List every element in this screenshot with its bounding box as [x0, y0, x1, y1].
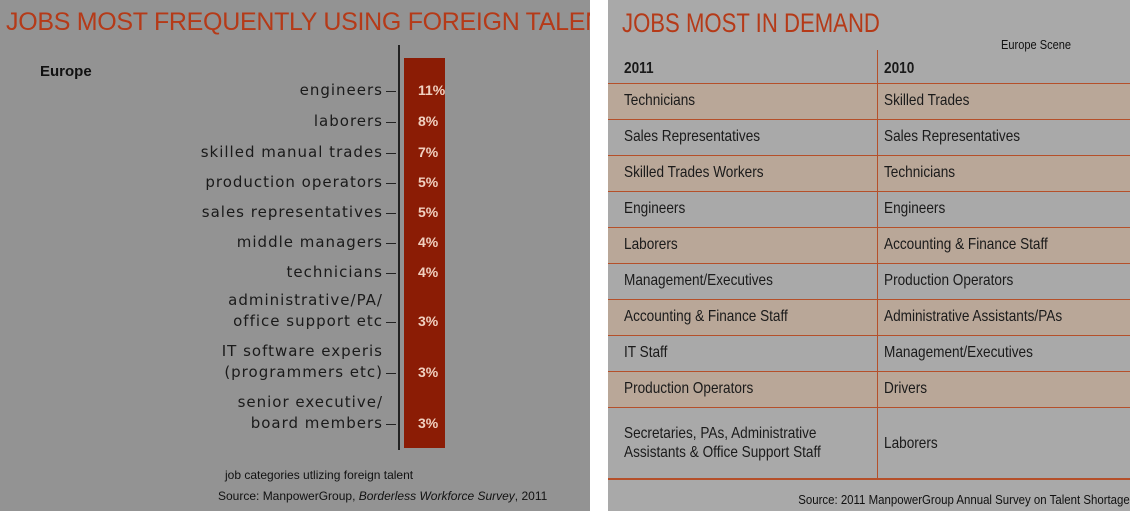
value-label: 5%: [418, 204, 439, 220]
label-dash: [386, 153, 396, 154]
panel-title: JOBS MOST FREQUENTLY USING FOREIGN TALEN…: [6, 8, 590, 36]
job-label: sales representatives: [201, 203, 383, 221]
job-label: technicians: [286, 263, 383, 281]
table-cell: IT Staff: [624, 344, 668, 361]
value-label: 4%: [418, 234, 439, 250]
table-row: [608, 84, 1130, 120]
value-column: [404, 58, 445, 448]
label-dash: [386, 373, 396, 374]
label-dash: [386, 424, 396, 425]
label-dash: [386, 213, 396, 214]
value-label: 3%: [418, 415, 439, 431]
table-cell: Administrative Assistants/PAs: [884, 308, 1063, 325]
table-row: [608, 408, 1130, 479]
source: Source: 2011 ManpowerGroup Annual Survey…: [798, 492, 1130, 507]
table-cell: Laborers: [624, 236, 678, 253]
value-label: 7%: [418, 144, 439, 160]
source-title: Borderless Workforce Survey: [358, 489, 515, 503]
table-row: [608, 156, 1130, 192]
table-row: [608, 120, 1130, 156]
table-row: [608, 300, 1130, 336]
subtitle: Europe Scene: [1001, 37, 1072, 52]
axis-line: [398, 45, 400, 450]
table-cell: Production Operators: [624, 380, 754, 397]
region: Europe: [40, 63, 92, 80]
label-dash: [386, 91, 396, 92]
table-cell: Management/Executives: [884, 344, 1033, 361]
job-label: skilled manual trades: [200, 143, 383, 161]
job-label: board members: [250, 414, 383, 432]
job-label: (programmers etc): [224, 363, 383, 381]
source-text: , 2011: [514, 489, 548, 503]
table-row: [608, 336, 1130, 372]
table-cell: Production Operators: [884, 272, 1014, 289]
table-cell: Technicians: [624, 92, 696, 109]
label-dash: [386, 243, 396, 244]
table-cell: Accounting & Finance Staff: [624, 308, 788, 325]
table-cell: Skilled Trades Workers: [624, 164, 764, 181]
source: Source: ManpowerGroup, Borderless Workfo…: [218, 489, 547, 503]
job-label: administrative/PA/: [228, 291, 383, 309]
value-label: 5%: [418, 174, 439, 190]
table-cell: Engineers: [884, 200, 946, 217]
table-cell: Secretaries, PAs, Administrative Assista…: [624, 425, 821, 461]
value-label: 8%: [418, 113, 439, 129]
job-label: office support etc: [233, 312, 383, 330]
table-row: [608, 228, 1130, 264]
source-text: Source: ManpowerGroup,: [218, 489, 359, 503]
job-label: middle managers: [236, 233, 383, 251]
table-row: [608, 264, 1130, 300]
table-cell: Sales Representatives: [624, 128, 761, 145]
table-cell: Management/Executives: [624, 272, 773, 289]
job-label: production operators: [205, 173, 383, 191]
table-cell: Skilled Trades: [884, 92, 970, 109]
row-border: [608, 478, 1130, 480]
panel-title: JOBS MOST IN DEMAND: [622, 8, 880, 38]
column-header: 2010: [884, 60, 915, 77]
job-label: senior executive/: [237, 393, 383, 411]
label-dash: [386, 183, 396, 184]
label-dash: [386, 273, 396, 274]
table-cell: Engineers: [624, 200, 686, 217]
table-row: [608, 372, 1130, 408]
label-dash: [386, 322, 396, 323]
demand-panel: JOBS MOST IN DEMAND Europe Scene Source:…: [608, 0, 1130, 511]
job-label: laborers: [313, 112, 383, 130]
table-cell: Accounting & Finance Staff: [884, 236, 1048, 253]
label-dash: [386, 122, 396, 123]
value-label: 3%: [418, 313, 439, 329]
column-header: 2011: [624, 60, 654, 77]
value-label: 11%: [418, 82, 446, 98]
column-divider: [877, 50, 878, 478]
caption: job categories utlizing foreign talent: [225, 468, 414, 482]
table-cell: Laborers: [884, 435, 938, 452]
table-cell: Sales Representatives: [884, 128, 1021, 145]
value-label: 4%: [418, 264, 439, 280]
value-label: 3%: [418, 364, 439, 380]
table-cell: Drivers: [884, 380, 928, 397]
table-cell: Technicians: [884, 164, 956, 181]
job-label: engineers: [299, 81, 383, 99]
job-label: IT software experis: [221, 342, 383, 360]
table-row: [608, 192, 1130, 228]
foreign-talent-panel: JOBS MOST FREQUENTLY USING FOREIGN TALEN…: [0, 0, 590, 511]
